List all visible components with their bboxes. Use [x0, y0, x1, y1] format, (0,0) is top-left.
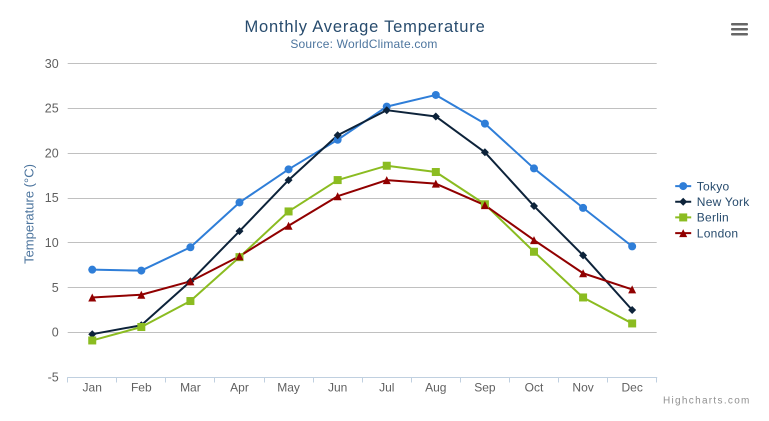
- svg-text:Monthly Average Temperature: Monthly Average Temperature: [244, 18, 485, 36]
- svg-text:20: 20: [45, 146, 59, 160]
- svg-text:Berlin: Berlin: [697, 211, 729, 225]
- svg-text:Source: WorldClimate.com: Source: WorldClimate.com: [290, 37, 437, 51]
- svg-text:Apr: Apr: [230, 380, 249, 394]
- svg-text:5: 5: [52, 281, 59, 295]
- svg-text:15: 15: [45, 191, 59, 205]
- svg-text:Highcharts.com: Highcharts.com: [663, 395, 751, 406]
- svg-text:Dec: Dec: [621, 380, 642, 394]
- svg-text:Nov: Nov: [572, 380, 593, 394]
- svg-text:Oct: Oct: [525, 380, 544, 394]
- svg-text:Jan: Jan: [83, 380, 102, 394]
- svg-text:Jul: Jul: [379, 380, 394, 394]
- svg-text:Mar: Mar: [180, 380, 201, 394]
- svg-text:London: London: [697, 226, 739, 240]
- svg-text:Feb: Feb: [131, 380, 152, 394]
- svg-text:25: 25: [45, 102, 59, 116]
- svg-text:Temperature (°C): Temperature (°C): [22, 164, 37, 264]
- svg-text:30: 30: [45, 57, 59, 71]
- svg-text:Aug: Aug: [425, 380, 446, 394]
- svg-text:New York: New York: [697, 195, 750, 209]
- svg-text:Sep: Sep: [474, 380, 496, 394]
- svg-text:-5: -5: [48, 370, 59, 384]
- svg-text:Tokyo: Tokyo: [697, 179, 730, 193]
- svg-text:0: 0: [52, 326, 59, 340]
- svg-text:May: May: [277, 380, 300, 394]
- svg-text:Jun: Jun: [328, 380, 347, 394]
- svg-text:10: 10: [45, 236, 59, 250]
